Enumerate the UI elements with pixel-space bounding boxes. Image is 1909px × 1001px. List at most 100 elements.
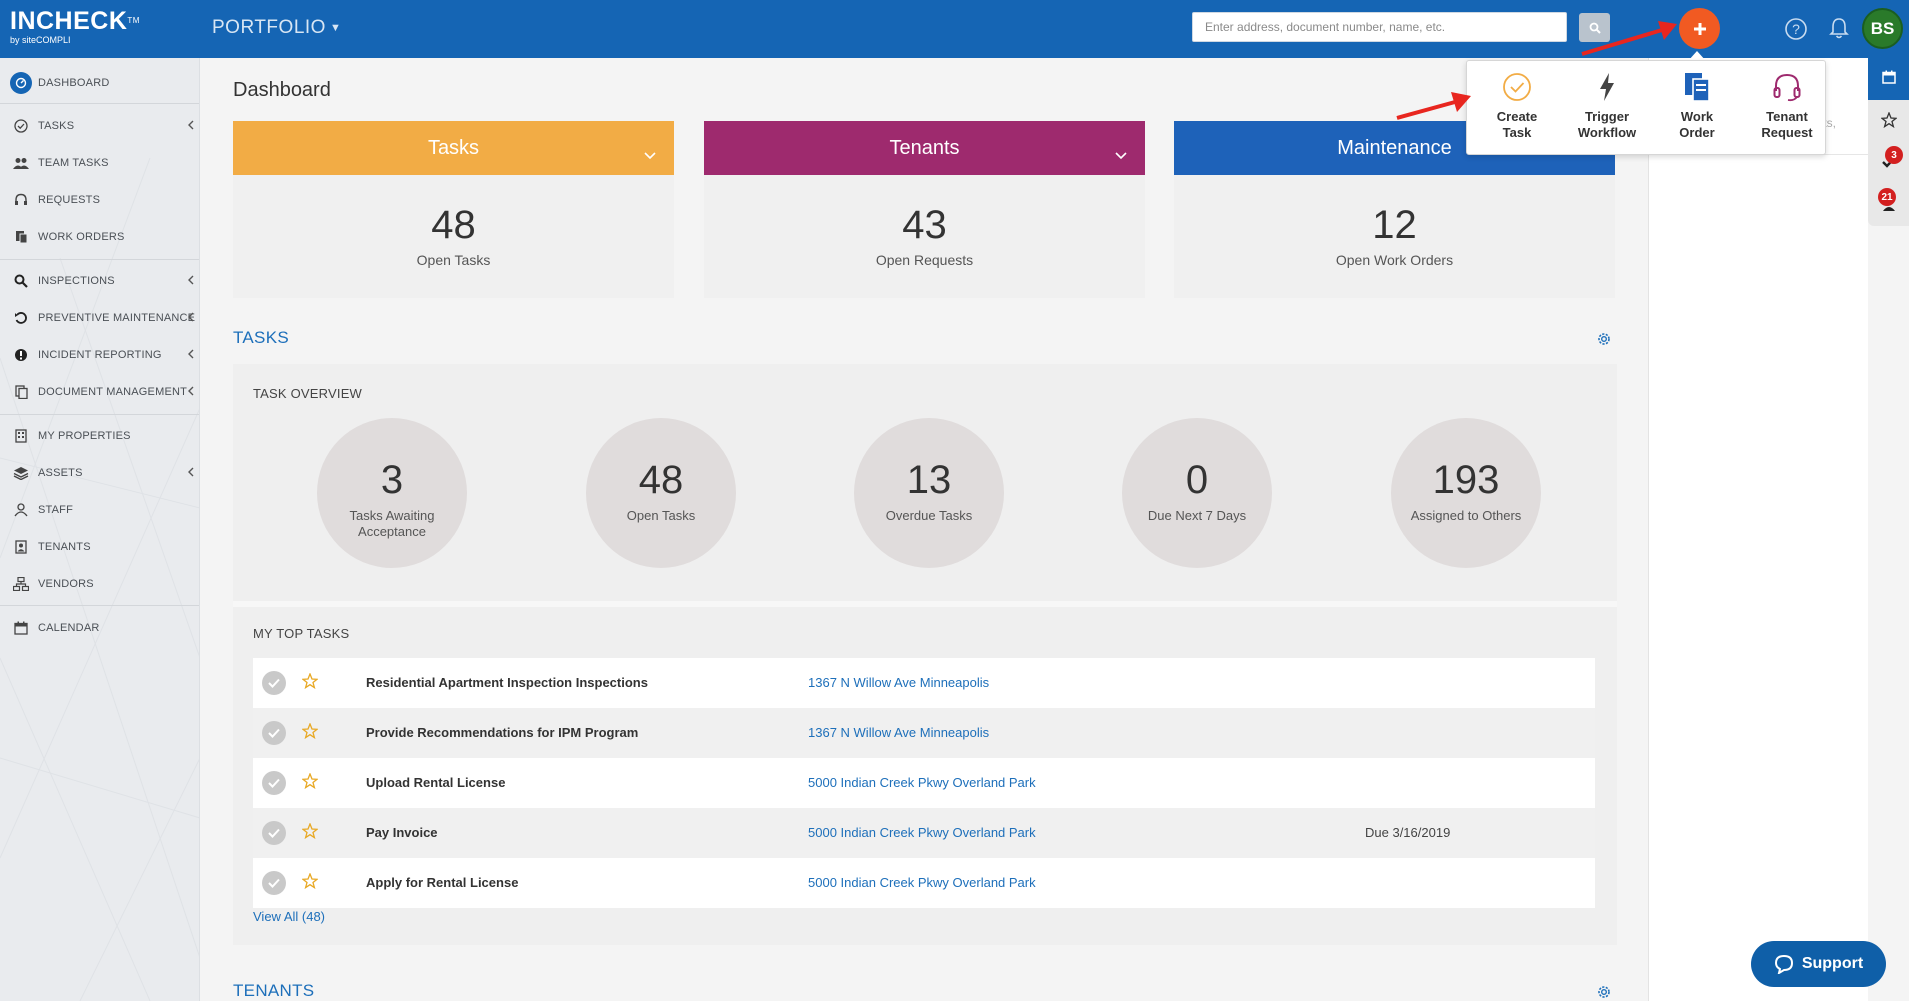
overview-open-tasks[interactable]: 48 Open Tasks [586, 418, 736, 568]
complete-task-checkbox[interactable] [262, 671, 286, 695]
create-task-menu-item[interactable]: Create Task [1477, 69, 1557, 141]
chevron-down-icon[interactable] [1115, 143, 1127, 166]
task-address-link[interactable]: 5000 Indian Creek Pkwy Overland Park [808, 775, 1036, 790]
support-button[interactable]: Support [1751, 941, 1886, 987]
overview-label: Open Tasks [626, 508, 696, 523]
tasks-card[interactable]: Tasks 48 Open Tasks [233, 121, 674, 298]
annotation-arrow-icon [1396, 92, 1471, 120]
tenants-card-header[interactable]: Tenants [704, 121, 1145, 175]
gear-icon[interactable] [1596, 984, 1612, 1001]
trigger-workflow-menu-item[interactable]: Trigger Workflow [1567, 69, 1647, 141]
complete-task-checkbox[interactable] [262, 721, 286, 745]
complete-task-checkbox[interactable] [262, 871, 286, 895]
sidebar-item-dashboard[interactable]: DASHBOARD [0, 68, 199, 98]
logo-text: INCHECK [10, 7, 128, 35]
work-order-menu-item[interactable]: Work Order [1657, 69, 1737, 141]
menu-item-label: Request [1761, 125, 1813, 140]
task-name[interactable]: Upload Rental License [366, 775, 506, 790]
task-name[interactable]: Residential Apartment Inspection Inspect… [366, 675, 648, 690]
star-icon[interactable] [301, 672, 319, 692]
caret-down-icon: ▼ [329, 22, 342, 34]
table-row[interactable]: Residential Apartment Inspection Inspect… [253, 658, 1595, 708]
overview-awaiting-acceptance[interactable]: 3 Tasks Awaiting Acceptance [317, 418, 467, 568]
search-button[interactable] [1579, 13, 1610, 42]
card-label: Open Tasks [416, 252, 491, 268]
card-value: 43 [902, 203, 947, 247]
tenants-section-title[interactable]: TENANTS [233, 981, 315, 1000]
my-top-tasks-title: MY TOP TASKS [253, 626, 350, 641]
sidebar-item-my-properties[interactable]: MY PROPERTIES [0, 421, 199, 451]
overview-label: Due Next 7 Days [1147, 508, 1247, 523]
sidebar-divider [0, 605, 199, 606]
task-name[interactable]: Pay Invoice [366, 825, 438, 840]
tasks-card-header[interactable]: Tasks [233, 121, 674, 175]
task-name[interactable]: Provide Recommendations for IPM Program [366, 725, 639, 740]
overview-value: 3 [380, 458, 404, 502]
task-name[interactable]: Apply for Rental License [366, 875, 519, 890]
history-icon [8, 311, 34, 325]
table-row[interactable]: Provide Recommendations for IPM Program … [253, 708, 1595, 758]
sidebar-item-assets[interactable]: ASSETS [0, 458, 199, 488]
sidebar-item-incident-reporting[interactable]: INCIDENT REPORTING [0, 340, 199, 370]
overview-assigned-to-others[interactable]: 193 Assigned to Others [1391, 418, 1541, 568]
table-row[interactable]: Upload Rental License 5000 Indian Creek … [253, 758, 1595, 808]
sidebar-item-work-orders[interactable]: WORK ORDERS [0, 222, 199, 252]
chevron-down-icon[interactable] [644, 143, 656, 166]
sidebar-item-label: MY PROPERTIES [38, 430, 131, 442]
avatar-initials: BS [1870, 18, 1895, 38]
sidebar-item-preventive-maintenance[interactable]: PREVENTIVE MAINTENANCE [0, 303, 199, 333]
tasks-count-badge: 3 [1885, 146, 1903, 164]
sidebar-item-vendors[interactable]: VENDORS [0, 569, 199, 599]
task-address-link[interactable]: 5000 Indian Creek Pkwy Overland Park [808, 825, 1036, 840]
complete-task-checkbox[interactable] [262, 771, 286, 795]
sidebar-item-requests[interactable]: REQUESTS [0, 185, 199, 215]
tasks-section-title[interactable]: TASKS [233, 328, 289, 347]
table-row[interactable]: Pay Invoice 5000 Indian Creek Pkwy Overl… [253, 808, 1595, 858]
table-row[interactable]: Apply for Rental License 5000 Indian Cre… [253, 858, 1595, 908]
page-title: Dashboard [233, 79, 331, 101]
gear-icon[interactable] [1596, 331, 1612, 352]
app-logo[interactable]: INCHECKTM by siteCOMPLI [10, 8, 140, 46]
view-all-link[interactable]: View All (48) [253, 909, 326, 924]
sidebar-item-tenants[interactable]: TENANTS [0, 532, 199, 562]
sidebar-item-label: STAFF [38, 504, 74, 516]
task-address-link[interactable]: 1367 N Willow Ave Minneapolis [808, 725, 990, 740]
star-icon[interactable] [301, 822, 319, 842]
sitemap-icon [8, 577, 34, 591]
quick-add-button[interactable] [1679, 8, 1720, 49]
overview-due-next-7-days[interactable]: 0 Due Next 7 Days [1122, 418, 1272, 568]
sidebar-item-tasks[interactable]: TASKS [0, 111, 199, 141]
search-input[interactable] [1192, 12, 1567, 42]
task-address-link[interactable]: 5000 Indian Creek Pkwy Overland Park [808, 875, 1036, 890]
avatar[interactable]: BS [1862, 8, 1903, 49]
tenant-request-menu-item[interactable]: Tenant Request [1747, 69, 1827, 141]
building-icon [8, 429, 34, 443]
star-icon[interactable] [301, 772, 319, 792]
portfolio-dropdown[interactable]: PORTFOLIO ▼ [212, 17, 341, 39]
sidebar-item-inspections[interactable]: INSPECTIONS [0, 266, 199, 296]
sidebar-item-label: INSPECTIONS [38, 275, 115, 287]
sidebar-divider [0, 259, 199, 260]
sidebar-item-label: WORK ORDERS [38, 231, 125, 243]
star-icon[interactable] [301, 872, 319, 892]
contact-icon [8, 540, 34, 554]
chevron-left-icon [187, 275, 195, 288]
sidebar-item-label: TASKS [38, 120, 75, 132]
sidebar-item-team-tasks[interactable]: TEAM TASKS [0, 148, 199, 178]
sidebar-item-calendar[interactable]: CALENDAR [0, 613, 199, 643]
complete-task-checkbox[interactable] [262, 821, 286, 845]
sidebar-item-document-management[interactable]: DOCUMENT MANAGEMENT [0, 377, 199, 407]
sidebar-item-staff[interactable]: STAFF [0, 495, 199, 525]
documents-icon [8, 385, 34, 399]
bell-icon[interactable] [1828, 16, 1850, 45]
task-address-link[interactable]: 1367 N Willow Ave Minneapolis [808, 675, 990, 690]
star-icon[interactable] [301, 722, 319, 742]
tenants-card[interactable]: Tenants 43 Open Requests [704, 121, 1145, 298]
favorites-tab[interactable] [1868, 101, 1909, 143]
sidebar-item-label: INCIDENT REPORTING [38, 349, 162, 361]
help-icon[interactable]: ? [1784, 17, 1808, 46]
overview-overdue-tasks[interactable]: 13 Overdue Tasks [854, 418, 1004, 568]
menu-item-label: Workflow [1577, 125, 1637, 140]
calendar-tab[interactable] [1868, 58, 1909, 100]
chevron-left-icon [187, 312, 195, 325]
